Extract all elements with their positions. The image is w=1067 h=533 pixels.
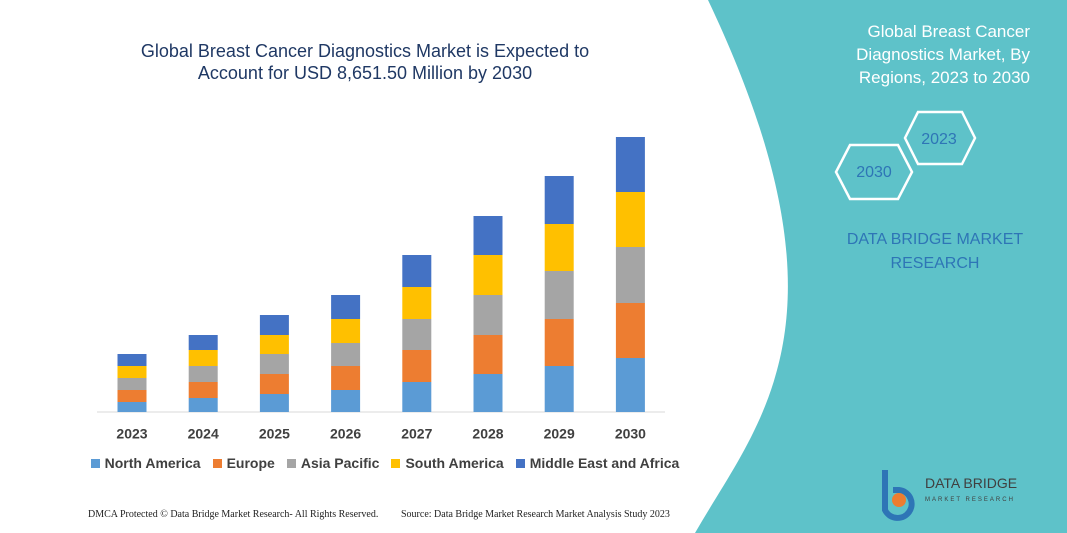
bar-segment xyxy=(259,315,289,335)
brand: DATA BRIDGE MARKET RESEARCH xyxy=(846,231,1024,272)
x-tick-label: 2026 xyxy=(330,426,361,442)
legend-swatch xyxy=(90,458,100,468)
x-tick-label: 2027 xyxy=(401,426,432,442)
x-tick-label: 2023 xyxy=(116,426,147,442)
legend-item: South America xyxy=(391,455,504,471)
bar-segment xyxy=(188,350,218,366)
bar-segment xyxy=(544,224,574,271)
x-tick-label: 2029 xyxy=(544,426,575,442)
bar-segment xyxy=(402,382,432,412)
bar-segment xyxy=(402,350,432,382)
bar-segment xyxy=(473,295,503,335)
legend-item: North America xyxy=(90,455,201,471)
bar-segment xyxy=(615,358,645,412)
hex-label: 2023 xyxy=(921,131,957,148)
chart-title: Global Breast Cancer Diagnostics Market … xyxy=(140,41,590,83)
bar-segment xyxy=(544,366,574,412)
legend-label: Middle East and Africa xyxy=(529,455,680,471)
bar-segment xyxy=(473,335,503,374)
panel-heading: Global Breast Cancer Diagnostics Market,… xyxy=(856,22,1030,87)
bar-segment xyxy=(117,402,147,412)
bar-segment xyxy=(259,335,289,354)
legend-swatch xyxy=(515,458,525,468)
bar-segment xyxy=(188,366,218,382)
bar-segment xyxy=(331,295,361,319)
bar-segment xyxy=(402,287,432,319)
bar-segment xyxy=(544,176,574,224)
bar-segment xyxy=(259,374,289,394)
legend-item: Middle East and Africa xyxy=(515,455,680,471)
legend-label: Asia Pacific xyxy=(300,455,380,471)
bar-segment xyxy=(615,247,645,303)
footer-right: Source: Data Bridge Market Research Mark… xyxy=(401,509,670,520)
legend-swatch xyxy=(212,458,222,468)
bar-segment xyxy=(402,255,432,287)
x-tick-label: 2025 xyxy=(259,426,290,442)
legend-item: Asia Pacific xyxy=(286,455,380,471)
bar-segment xyxy=(188,335,218,350)
bar-segment xyxy=(259,354,289,374)
bar-segment xyxy=(188,398,218,412)
bar-segment xyxy=(544,271,574,319)
bar-segment xyxy=(331,366,361,390)
hex-label: 2030 xyxy=(856,164,892,181)
bar-segment xyxy=(473,255,503,295)
bar-segment xyxy=(615,303,645,358)
logo-tagline: MARKET RESEARCH xyxy=(925,497,1015,503)
bar-segment xyxy=(473,216,503,255)
bar-segment xyxy=(117,354,147,366)
bar-segment xyxy=(331,390,361,412)
bar-segment xyxy=(117,366,147,378)
x-tick-label: 2030 xyxy=(615,426,646,442)
bar-segment xyxy=(615,137,645,192)
legend-label: North America xyxy=(104,455,201,471)
bar-segment xyxy=(117,378,147,390)
legend-swatch xyxy=(391,458,401,468)
x-tick-label: 2028 xyxy=(472,426,503,442)
footer-left: DMCA Protected © Data Bridge Market Rese… xyxy=(88,509,379,520)
legend-swatch xyxy=(286,458,296,468)
bar-segment xyxy=(188,382,218,398)
bar-segment xyxy=(117,390,147,402)
legend-label: Europe xyxy=(226,455,275,471)
legend-label: South America xyxy=(405,455,504,471)
x-tick-label: 2024 xyxy=(188,426,219,442)
logo-icon xyxy=(882,470,915,521)
legend-item: Europe xyxy=(212,455,275,471)
bar-segment xyxy=(615,192,645,247)
legend: North America Europe Asia Pacific South Ame… xyxy=(60,455,710,471)
bar-segment xyxy=(402,319,432,350)
bar-segment xyxy=(331,319,361,343)
hexagons xyxy=(834,110,977,201)
logo-name: DATA BRIDGE xyxy=(925,475,1017,491)
bar-segment xyxy=(259,394,289,412)
bar-segment xyxy=(473,374,503,412)
bar-segment xyxy=(331,343,361,366)
bar-segment xyxy=(544,319,574,366)
